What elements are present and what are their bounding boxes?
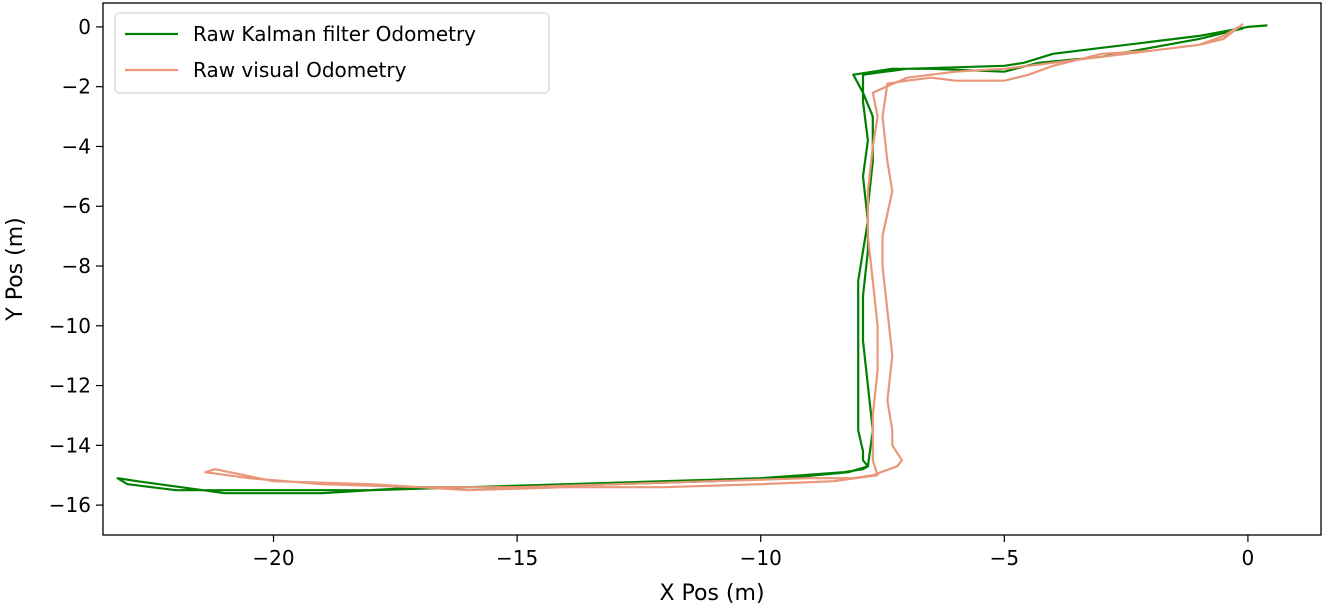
x-tick-label: 0 (1242, 546, 1255, 570)
x-axis: −20 −15 −10 −5 0 (252, 535, 1254, 570)
series-line-visual (204, 23, 1244, 492)
series-line-kalman (116, 24, 1268, 495)
y-tick-label: −2 (62, 75, 91, 99)
x-tick-label: −15 (496, 546, 538, 570)
y-tick-label: −8 (62, 254, 91, 278)
y-tick-label: −12 (49, 374, 91, 398)
y-axis-label: Y Pos (m) (3, 217, 28, 321)
x-tick-label: −20 (252, 546, 294, 570)
x-axis-label: X Pos (m) (659, 581, 764, 606)
y-tick-label: 0 (78, 15, 91, 39)
legend-box (114, 12, 550, 94)
plot-lines (116, 23, 1268, 495)
legend-label-kalman: Raw Kalman filter Odometry (193, 22, 476, 46)
legend: Raw Kalman filter Odometry Raw visual Od… (114, 12, 550, 94)
y-tick-label: −10 (49, 314, 91, 338)
y-tick-label: −6 (62, 194, 91, 218)
legend-label-visual: Raw visual Odometry (193, 58, 407, 82)
x-tick-label: −10 (740, 546, 782, 570)
x-tick-label: −5 (990, 546, 1019, 570)
y-tick-label: −16 (49, 493, 91, 517)
y-tick-label: −14 (49, 433, 91, 457)
y-tick-label: −4 (62, 134, 91, 158)
plot-frame (102, 2, 1322, 536)
y-axis: 0 −2 −4 −6 −8 −10 −12 −14 −16 (49, 15, 103, 517)
